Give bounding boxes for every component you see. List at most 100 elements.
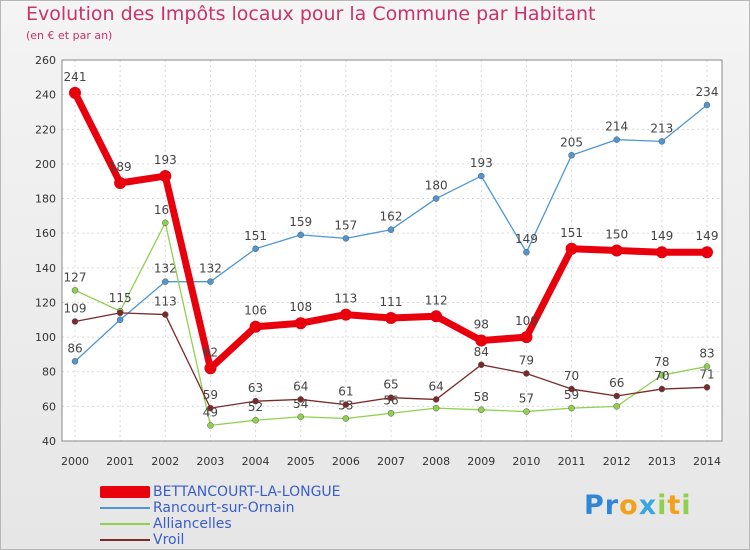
data-label-alliancelles: 49 [203, 405, 218, 419]
data-point-alliancelles [432, 404, 440, 412]
data-label-vroil: 70 [564, 369, 579, 383]
y-tick-label: 120 [35, 296, 56, 309]
data-point-vroil [207, 404, 214, 412]
data-point-rancourt-sur-ornain [387, 226, 395, 233]
data-label-vroil: 84 [474, 345, 489, 359]
data-label-vroil: 63 [248, 381, 263, 395]
y-tick-label: 60 [42, 400, 56, 413]
data-point-bettancourt-la-longue [294, 317, 307, 330]
data-point-bettancourt-la-longue [114, 176, 127, 189]
data-point-bettancourt-la-longue [385, 312, 397, 325]
data-label-alliancelles: 52 [248, 400, 263, 414]
data-point-rancourt-sur-ornain [342, 235, 350, 242]
logo-letter: i [681, 490, 692, 521]
x-tick-label: 2005 [287, 455, 315, 468]
data-point-rancourt-sur-ornain [116, 316, 124, 324]
data-point-vroil [478, 361, 485, 369]
data-label-bettancourt-la-longue: 112 [425, 293, 448, 307]
data-label-vroil: 64 [293, 379, 308, 393]
data-point-rancourt-sur-ornain [207, 278, 214, 285]
data-label-vroil: 59 [203, 388, 218, 402]
data-point-rancourt-sur-ornain [568, 152, 575, 159]
data-label-bettancourt-la-longue: 111 [380, 295, 403, 309]
data-point-alliancelles [252, 416, 259, 424]
data-label-rancourt-sur-ornain: 162 [380, 210, 403, 224]
data-label-vroil: 70 [654, 369, 669, 383]
y-tick-label: 40 [42, 435, 56, 448]
legend-swatch [100, 507, 150, 509]
data-point-rancourt-sur-ornain [658, 138, 666, 145]
data-point-alliancelles [71, 287, 79, 294]
data-label-vroil: 66 [609, 376, 624, 390]
logo-letter: i [657, 490, 668, 521]
data-label-bettancourt-la-longue: 151 [560, 226, 583, 240]
data-point-rancourt-sur-ornain [478, 172, 485, 180]
data-point-alliancelles [297, 413, 304, 421]
data-label-bettancourt-la-longue: 106 [244, 304, 267, 318]
logo-letter: o [619, 490, 639, 521]
data-label-bettancourt-la-longue: 150 [605, 228, 628, 242]
y-tick-label: 80 [42, 366, 56, 379]
data-label-vroil: 64 [429, 379, 444, 393]
chart-subtitle: (en € et par an) [26, 29, 113, 42]
data-point-rancourt-sur-ornain [613, 136, 620, 143]
data-point-rancourt-sur-ornain [252, 245, 259, 253]
data-point-vroil [703, 384, 711, 391]
data-point-rancourt-sur-ornain [297, 231, 304, 239]
data-label-alliancelles: 115 [109, 291, 132, 305]
y-tick-label: 160 [35, 227, 56, 240]
data-point-bettancourt-la-longue [610, 244, 623, 257]
data-label-alliancelles: 57 [519, 392, 534, 406]
data-label-rancourt-sur-ornain: 193 [470, 156, 493, 170]
data-label-alliancelles: 83 [699, 347, 714, 361]
data-label-bettancourt-la-longue: 241 [64, 70, 87, 84]
data-point-bettancourt-la-longue [430, 310, 443, 323]
data-point-vroil [252, 397, 259, 405]
y-tick-label: 180 [35, 193, 56, 206]
data-label-rancourt-sur-ornain: 213 [650, 121, 673, 135]
data-point-rancourt-sur-ornain [703, 101, 711, 109]
y-tick-label: 240 [35, 89, 56, 102]
data-label-rancourt-sur-ornain: 159 [289, 215, 312, 229]
data-label-rancourt-sur-ornain: 205 [560, 135, 583, 149]
data-point-rancourt-sur-ornain [162, 278, 169, 285]
legend-label: Rancourt-sur-Ornain [153, 500, 295, 516]
legend-swatch [100, 523, 150, 525]
data-label-vroil: 113 [154, 295, 177, 309]
plot-border [61, 59, 723, 442]
data-label-bettancourt-la-longue: 108 [289, 300, 312, 314]
logo-letter: P [584, 490, 605, 521]
data-point-alliancelles [162, 219, 169, 227]
data-label-rancourt-sur-ornain: 132 [154, 262, 177, 276]
data-point-alliancelles [703, 363, 711, 370]
data-point-rancourt-sur-ornain [523, 248, 530, 256]
data-point-alliancelles [387, 410, 395, 417]
legend-swatch [100, 539, 150, 541]
y-tick-label: 200 [35, 158, 56, 171]
y-tick-label: 140 [35, 262, 56, 275]
data-point-vroil [342, 401, 350, 408]
data-label-bettancourt-la-longue: 113 [334, 292, 357, 306]
legend-swatch [100, 486, 150, 498]
data-label-rancourt-sur-ornain: 86 [67, 341, 82, 355]
data-label-alliancelles: 78 [654, 355, 669, 369]
logo-letter: r [604, 490, 620, 521]
legend-label: Alliancelles [153, 516, 232, 532]
data-label-bettancourt-la-longue: 193 [154, 153, 177, 167]
x-tick-label: 2014 [693, 455, 721, 468]
data-label-rancourt-sur-ornain: 157 [334, 218, 357, 232]
x-tick-label: 2009 [467, 455, 495, 468]
data-label-alliancelles: 127 [64, 270, 87, 284]
data-point-vroil [71, 318, 79, 325]
data-point-bettancourt-la-longue [565, 242, 578, 255]
data-label-bettancourt-la-longue: 189 [109, 160, 132, 174]
data-point-bettancourt-la-longue [159, 170, 172, 183]
legend-label: Vroil [153, 532, 185, 548]
data-point-alliancelles [207, 422, 214, 429]
data-label-rancourt-sur-ornain: 151 [244, 229, 267, 243]
data-label-rancourt-sur-ornain: 132 [199, 262, 222, 276]
data-label-bettancourt-la-longue: 149 [650, 229, 673, 243]
data-label-rancourt-sur-ornain: 180 [425, 179, 448, 193]
chart-title: Evolution des Impôts locaux pour la Comm… [26, 3, 596, 25]
data-label-alliancelles: 59 [564, 388, 579, 402]
